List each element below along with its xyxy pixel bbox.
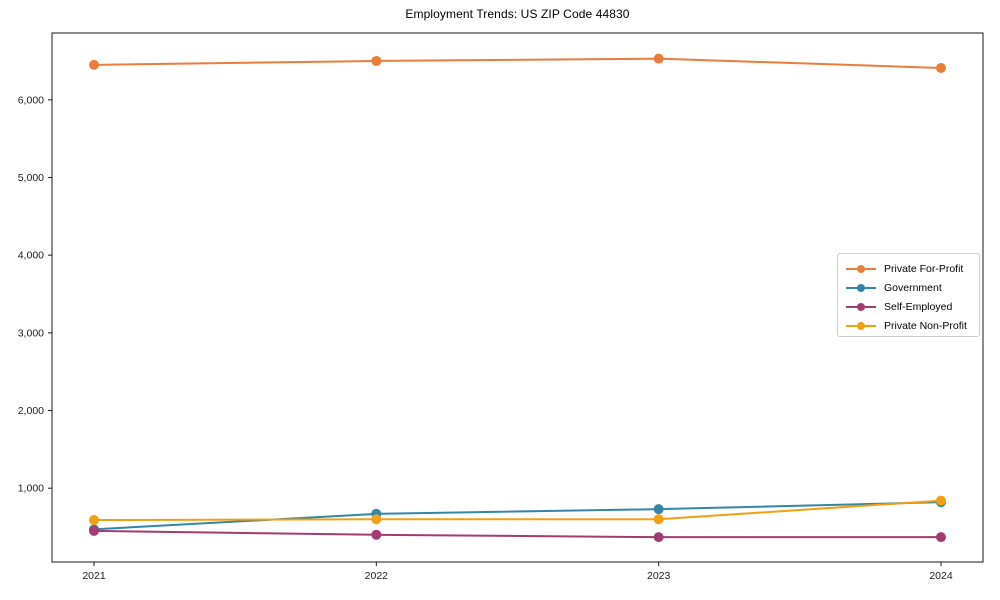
legend-marker-government [846, 283, 876, 292]
y-axis-tick-label: 1,000 [18, 483, 44, 495]
y-axis-tick-label: 2,000 [18, 405, 44, 417]
data-point-self-employed [653, 532, 664, 543]
series-line-government [93, 501, 942, 531]
legend: Private For-Profit Government Self-Employe… [837, 253, 980, 337]
chart-title: Employment Trends: US ZIP Code 44830 [405, 7, 630, 21]
y-axis-tick-label: 5,000 [18, 172, 44, 184]
y-axis-tick-label: 6,000 [18, 94, 44, 106]
data-point-government [653, 504, 664, 515]
legend-item-self-employed: Self-Employed [846, 297, 979, 316]
legend-marker-dot [857, 302, 865, 311]
legend-item-private-for-profit: Private For-Profit [846, 259, 979, 278]
legend-marker-dot [857, 283, 865, 292]
legend-item-private-non-profit: Private Non-Profit [846, 316, 979, 335]
data-point-private-for-profit [936, 62, 946, 73]
data-point-private-for-profit [653, 53, 664, 64]
y-axis-tick-label: 4,000 [18, 250, 44, 262]
data-point-private-for-profit [371, 55, 382, 66]
y-axis-tick-label: 3,000 [18, 327, 44, 339]
legend-marker-private-non-profit [846, 321, 876, 330]
data-point-self-employed [89, 525, 99, 536]
legend-item-label: Self-Employed [884, 300, 953, 313]
data-point-private-for-profit [89, 59, 99, 70]
series-line-private-non-profit [93, 499, 942, 522]
plot-border [51, 32, 984, 563]
data-point-self-employed [371, 529, 382, 540]
legend-item-government: Government [846, 278, 979, 297]
legend-marker-dot [857, 264, 865, 273]
data-point-private-non-profit [936, 495, 946, 506]
x-axis-tick-label: 2024 [929, 570, 953, 582]
series-line-private-for-profit [93, 57, 942, 69]
legend-marker-self-employed [846, 302, 876, 311]
x-axis-tick-label: 2023 [647, 570, 671, 582]
data-point-private-non-profit [653, 514, 664, 525]
legend-marker-private-for-profit [846, 264, 876, 273]
legend-item-label: Private For-Profit [884, 262, 964, 275]
data-point-private-non-profit [371, 514, 382, 525]
x-axis-tick-label: 2022 [365, 570, 389, 582]
legend-marker-dot [857, 321, 865, 330]
x-axis-tick-label: 2021 [82, 570, 106, 582]
legend-item-label: Private Non-Profit [884, 319, 967, 332]
legend-item-label: Government [884, 281, 942, 294]
data-point-self-employed [936, 532, 946, 543]
data-point-private-non-profit [89, 515, 99, 526]
series-line-self-employed [93, 529, 941, 539]
